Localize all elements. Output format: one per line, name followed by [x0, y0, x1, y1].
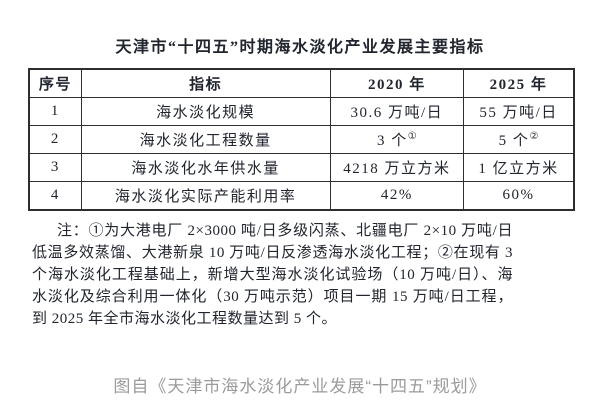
cell-indicator: 海水淡化实际产能利用率: [80, 181, 331, 211]
cell-value-text: 4218 万立方米: [343, 161, 451, 177]
cell-serial: 3: [28, 153, 82, 182]
table-row: 1 海水淡化规模 30.6 万吨/日 55 万吨/日: [28, 97, 575, 126]
cell-value-text: 5 个: [498, 133, 530, 149]
cell-2025-value: 5 个②: [463, 125, 575, 154]
col-header-serial: 序号: [28, 68, 82, 98]
cell-2025-value: 60%: [463, 181, 575, 211]
table-row: 4 海水淡化实际产能利用率 42% 60%: [28, 181, 575, 211]
cell-serial: 2: [28, 125, 82, 154]
table-header-row: 序号 指标 2020 年 2025 年: [28, 68, 575, 98]
cell-2020-value: 42%: [329, 181, 465, 211]
cell-2025-value: 55 万吨/日: [463, 97, 575, 126]
cell-serial: 1: [28, 97, 82, 126]
table-row: 2 海水淡化工程数量 3 个① 5 个②: [28, 125, 575, 154]
col-header-indicator: 指标: [80, 68, 331, 98]
indicators-table: 序号 指标 2020 年 2025 年 1 海水淡化规模 30.6 万吨/日 5…: [28, 68, 575, 211]
table-row: 3 海水淡化水年供水量 4218 万立方米 1 亿立方米: [28, 153, 575, 182]
footnote-marker: ①: [407, 131, 417, 142]
cell-2020-value: 4218 万立方米: [329, 153, 465, 182]
page-title: 天津市“十四五”时期海水淡化产业发展主要指标: [115, 39, 485, 56]
cell-value-text: 3 个: [376, 133, 408, 149]
document-page: 天津市“十四五”时期海水淡化产业发展主要指标 序号 指标 2020 年 2025…: [28, 39, 575, 396]
cell-2025-value: 1 亿立方米: [463, 153, 575, 182]
table-footnote: 注：①为大港电厂 2×3000 吨/日多级闪蒸、北疆电厂 2×10 万吨/日低温…: [32, 223, 513, 327]
col-header-2020: 2020 年: [329, 68, 465, 98]
cell-2020-value: 3 个①: [329, 125, 465, 154]
image-source-caption: 图自《天津市海水淡化产业发展“十四五”规划》: [113, 377, 487, 396]
cell-indicator: 海水淡化规模: [80, 97, 331, 126]
cell-value-text: 30.6 万吨/日: [350, 105, 444, 121]
cell-value-text: 42%: [380, 187, 413, 203]
cell-value-text: 55 万吨/日: [479, 105, 558, 121]
cell-indicator: 海水淡化工程数量: [80, 125, 331, 154]
cell-2020-value: 30.6 万吨/日: [329, 97, 465, 126]
col-header-2025: 2025 年: [463, 68, 575, 98]
cell-value-text: 60%: [502, 187, 535, 203]
footnote-marker: ②: [529, 131, 539, 142]
cell-value-text: 1 亿立方米: [478, 161, 559, 177]
cell-indicator: 海水淡化水年供水量: [80, 153, 331, 182]
cell-serial: 4: [28, 181, 82, 211]
